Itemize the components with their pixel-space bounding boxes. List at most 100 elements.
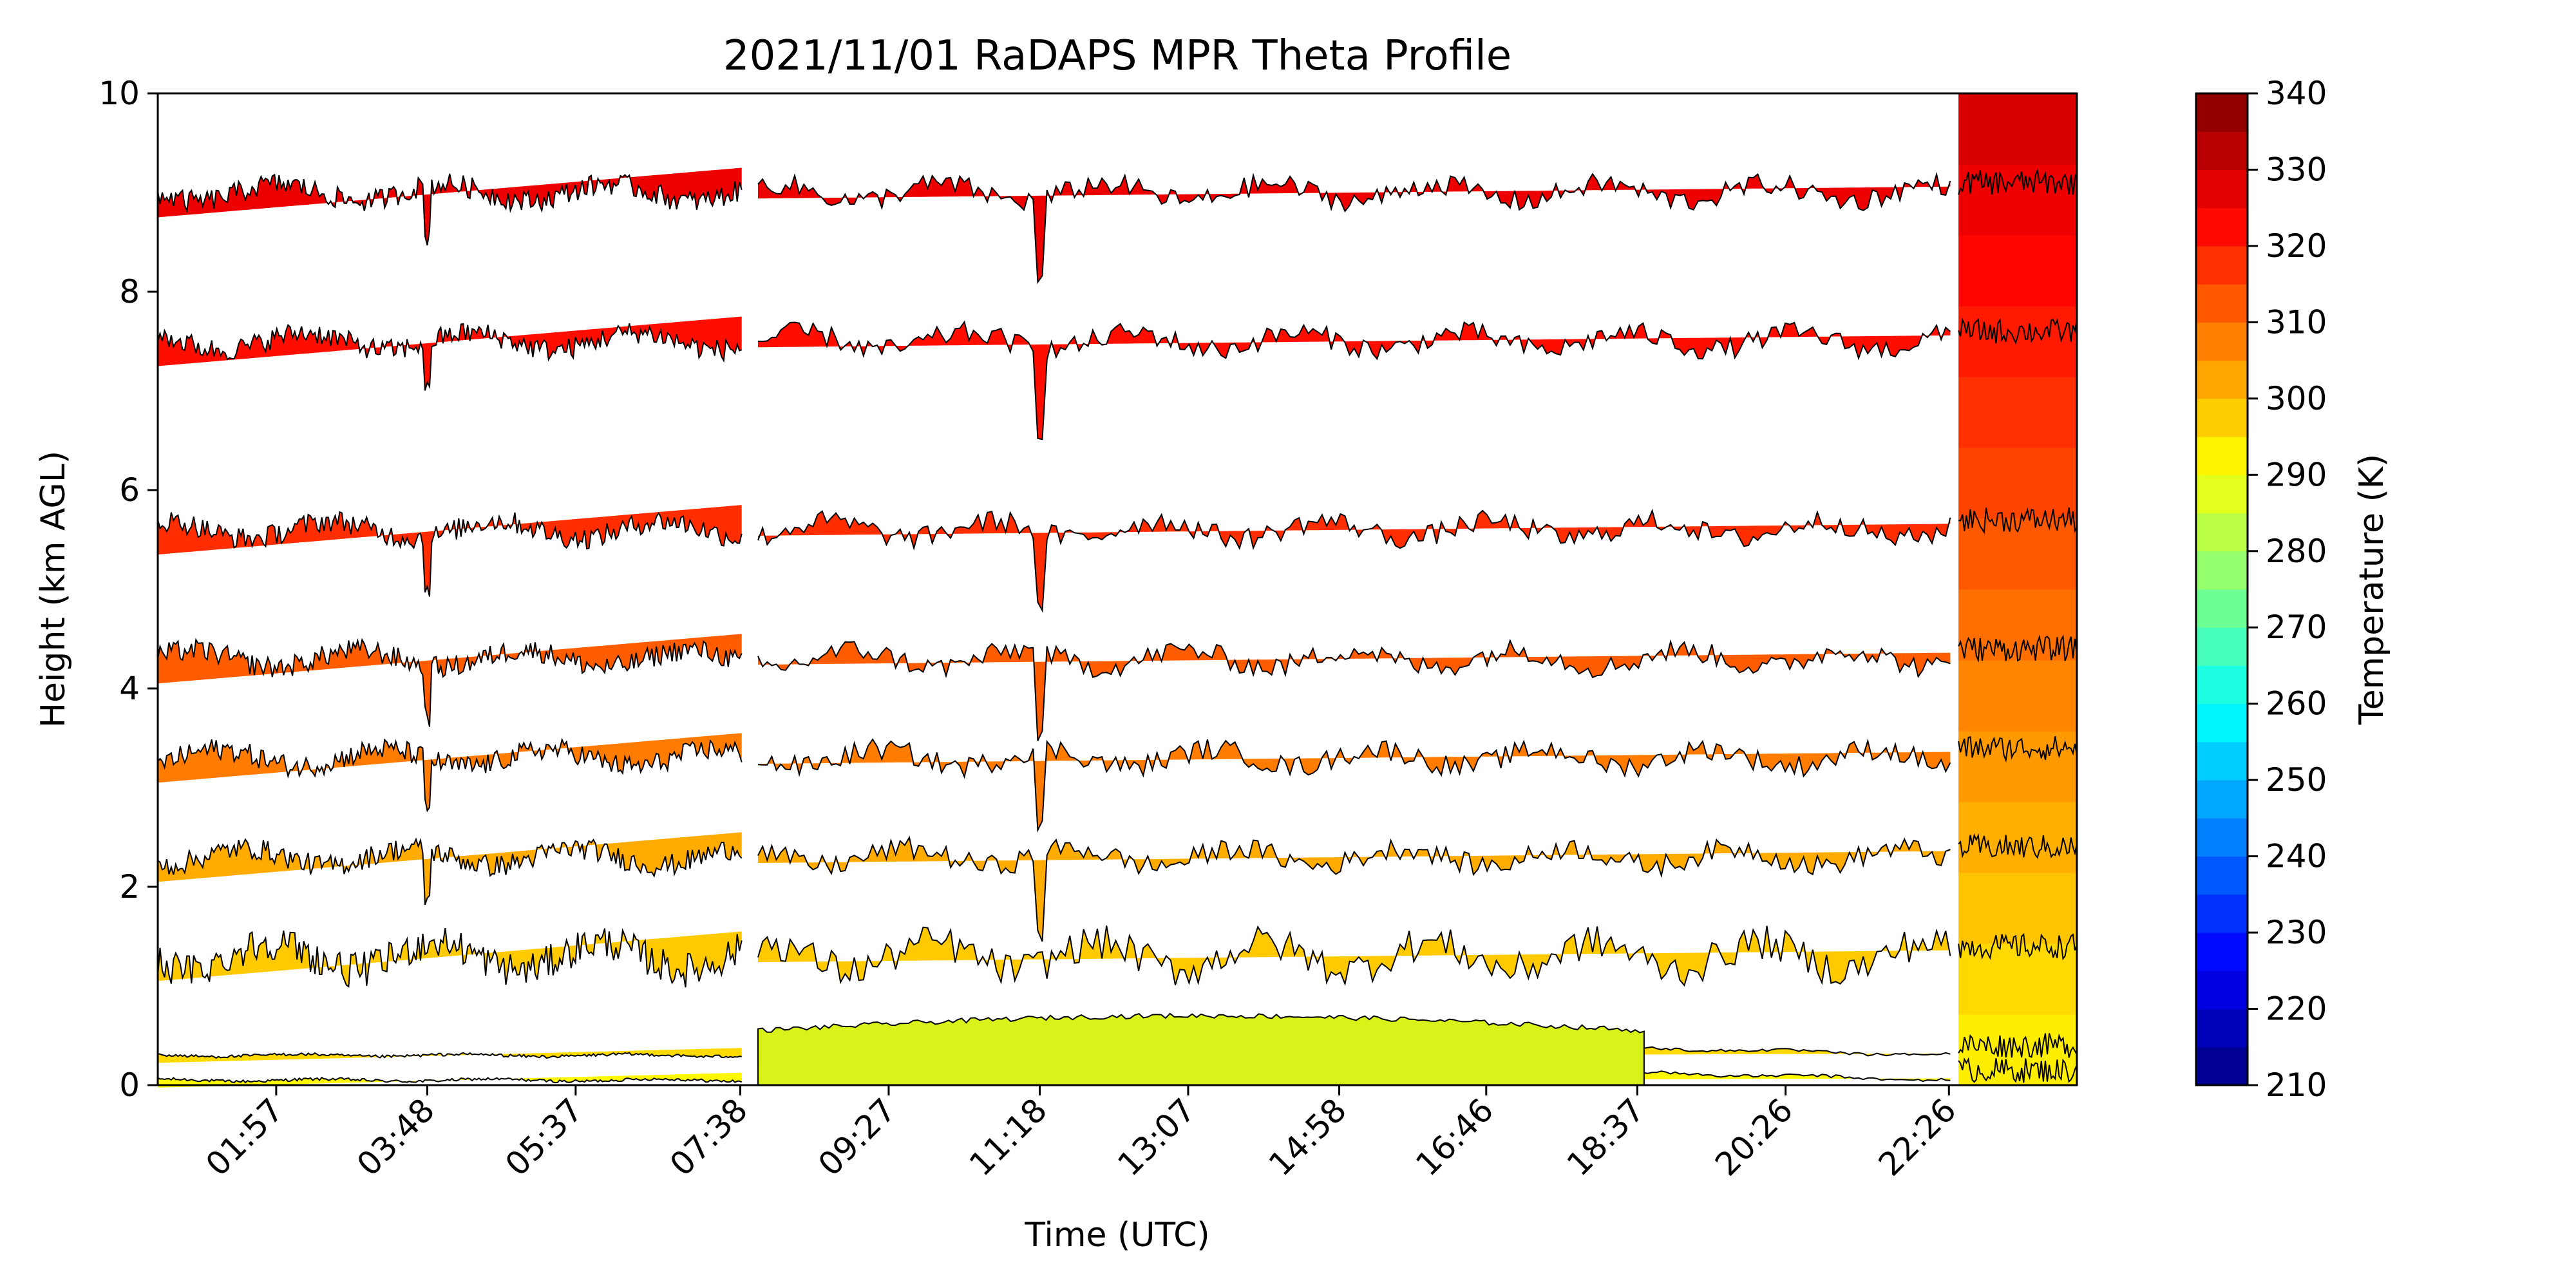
colorbar-swatch-21 [2196, 245, 2248, 285]
profile-fill-1-0 [158, 1048, 742, 1063]
profile-line-6-0 [157, 511, 743, 597]
late-block-band-3 [1958, 802, 2077, 873]
profile-line-8-1 [757, 171, 1951, 285]
x-tick-label-7: 14:58 [1262, 1091, 1354, 1183]
profile-line-5-0 [157, 638, 743, 727]
colorbar-tick-label-10: 310 [2266, 303, 2327, 341]
colorbar-swatch-0 [2196, 1046, 2248, 1086]
profile-line-4-0 [157, 737, 743, 813]
colorbar-tick-label-9: 300 [2266, 380, 2327, 417]
colorbar-swatch-13 [2196, 551, 2248, 590]
colorbar-swatch-7 [2196, 780, 2248, 819]
late-block-band-11 [1958, 235, 2077, 307]
colorbar-tick-label-3: 240 [2266, 838, 2327, 875]
x-tick-label-6: 13:07 [1111, 1091, 1203, 1183]
late-block-contour-0 [1958, 1057, 2078, 1083]
y-tick-label-2: 4 [119, 670, 140, 707]
x-tick-label-10: 20:26 [1708, 1091, 1800, 1183]
late-block-band-7 [1958, 518, 2077, 590]
colorbar-tick-label-1: 220 [2266, 990, 2327, 1028]
y-tick-label-3: 6 [119, 471, 140, 509]
late-block-contour-4 [1958, 736, 2078, 762]
colorbar-tick-label-5: 260 [2266, 685, 2327, 723]
x-axis-label: Time (UTC) [1024, 1216, 1209, 1255]
colorbar-swatch-11 [2196, 627, 2248, 666]
profile-line-8-0 [157, 173, 743, 246]
x-tick-label-4: 09:27 [811, 1091, 904, 1183]
colorbar-tick-label-7: 280 [2266, 533, 2327, 570]
colorbar-swatch-2 [2196, 971, 2248, 1010]
colorbar-swatch-23 [2196, 169, 2248, 209]
late-block-contour-3 [1958, 833, 2078, 859]
profile-fill-3-1 [758, 837, 1951, 942]
x-tick-label-2: 05:37 [498, 1091, 590, 1183]
colorbar-tick-label-11: 320 [2266, 227, 2327, 265]
plot-background [158, 93, 2077, 1085]
colorbar-tick-label-13: 340 [2266, 75, 2327, 112]
colorbar: 210 220 230 240 250 260 270 280 290 300 310 320 330 3… [2195, 75, 2391, 1104]
y-tick-label-4: 8 [119, 273, 140, 310]
colorbar-tick-label-6: 270 [2266, 609, 2327, 646]
late-day-contour-block [1958, 93, 2078, 1086]
colorbar-swatch-10 [2196, 665, 2248, 705]
x-tick-label-3: 07:38 [663, 1091, 755, 1183]
profile-line-6-1 [757, 508, 1951, 613]
y-tick-label-1: 2 [119, 868, 140, 905]
colorbar-tick-label-2: 230 [2266, 914, 2327, 951]
late-block-band-2 [1958, 873, 2077, 944]
late-block-band-9 [1958, 377, 2077, 448]
colorbar-swatch-4 [2196, 894, 2248, 933]
profile-fill-7-0 [158, 316, 742, 391]
profile-fill-5-0 [158, 634, 742, 727]
colorbar-swatch-12 [2196, 589, 2248, 628]
colorbar-swatch-25 [2196, 93, 2248, 132]
colorbar-swatch-6 [2196, 818, 2248, 857]
colorbar-swatch-19 [2196, 322, 2248, 361]
colorbar-swatch-9 [2196, 703, 2248, 743]
colorbar-swatch-16 [2196, 437, 2248, 475]
colorbar-swatch-8 [2196, 741, 2248, 781]
late-block-band-5 [1958, 660, 2077, 732]
colorbar-swatches [2196, 93, 2248, 1086]
profile-line-4-1 [757, 738, 1951, 833]
colorbar-tick-label-12: 330 [2266, 151, 2327, 188]
colorbar-swatch-24 [2196, 131, 2248, 170]
colorbar-swatch-17 [2196, 398, 2248, 437]
colorbar-tick-label-8: 290 [2266, 456, 2327, 493]
profile-fill-6-0 [158, 505, 742, 597]
late-block-band-8 [1958, 448, 2077, 519]
profile-fill-4-0 [158, 733, 742, 811]
colorbar-ticks: 210 220 230 240 250 260 270 280 290 300 310 320 330 3… [2248, 75, 2327, 1104]
colorbar-swatch-22 [2196, 207, 2248, 247]
profile-line-3-0 [157, 837, 743, 905]
y-axis-ticks: 0 2 4 6 8 10 [99, 75, 158, 1104]
profile-line-7-0 [157, 323, 743, 391]
late-block-contour-2 [1958, 933, 2078, 961]
late-block-contour-1 [1958, 1033, 2078, 1058]
plot-frame [156, 92, 2078, 1086]
x-tick-label-1: 03:48 [350, 1091, 442, 1183]
colorbar-label: Temperature (K) [2353, 454, 2391, 726]
profile-fill-7-1 [758, 321, 1951, 440]
profile-line-3-1 [757, 835, 1951, 942]
x-tick-label-9: 18:37 [1560, 1091, 1652, 1183]
colorbar-swatch-3 [2196, 933, 2248, 971]
late-block-contour-8 [1958, 168, 2078, 195]
colorbar-tick-label-0: 210 [2266, 1066, 2327, 1104]
plot-area: 0 2 4 6 8 10 01:57 03:48 05:37 07:38 09:27 11:18 13… [99, 75, 2078, 1183]
late-block-contour-7 [1958, 317, 2078, 345]
profile-line-2-1 [757, 925, 1951, 987]
colorbar-swatch-18 [2196, 360, 2248, 399]
x-tick-label-5: 11:18 [962, 1091, 1054, 1183]
x-tick-label-8: 16:46 [1408, 1091, 1501, 1183]
late-block-band-6 [1958, 589, 2077, 661]
colorbar-tick-label-4: 250 [2266, 761, 2327, 799]
profile-line-1-0 [157, 1052, 742, 1059]
chart-title: 2021/11/01 RaDAPS MPR Theta Profile [723, 32, 1511, 80]
boundary-layer-fill [757, 1012, 1645, 1086]
late-block-contour-5 [1958, 634, 2078, 663]
profile-line-0-0 [157, 1076, 743, 1084]
colorbar-swatch-20 [2196, 284, 2248, 323]
y-axis-label: Height (km AGL) [34, 451, 73, 728]
